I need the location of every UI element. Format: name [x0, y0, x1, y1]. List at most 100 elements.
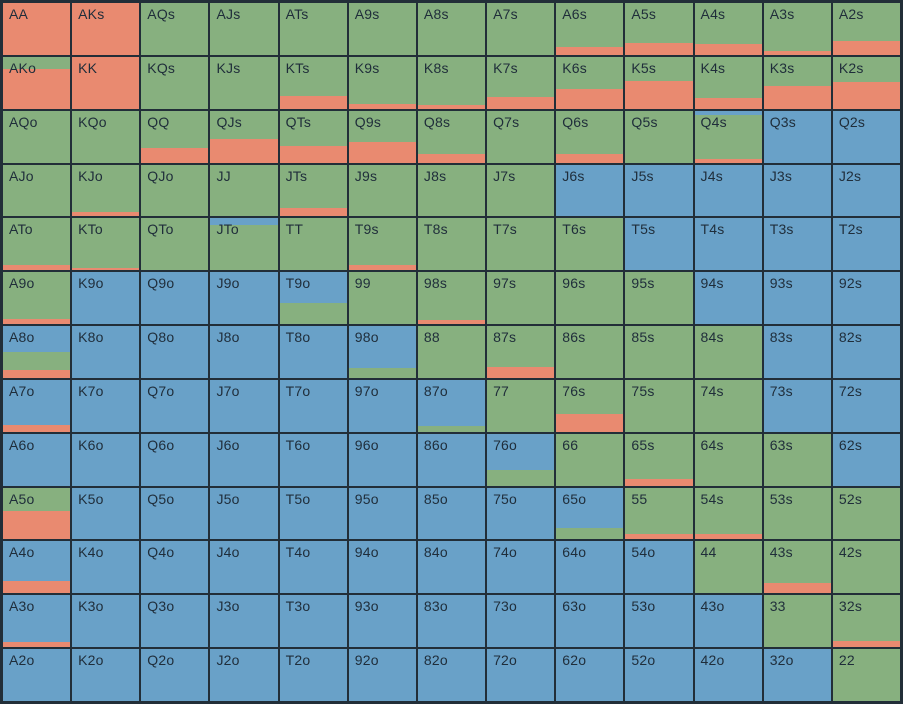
- hand-cell-95s[interactable]: 95s: [625, 272, 693, 325]
- hand-cell-86s[interactable]: 86s: [556, 326, 624, 378]
- hand-cell-Q3s[interactable]: Q3s: [763, 110, 831, 163]
- hand-cell-AKo[interactable]: AKo: [3, 56, 71, 109]
- hand-cell-J2s[interactable]: J2s: [832, 164, 900, 217]
- hand-cell-Q2s[interactable]: Q2s: [832, 110, 900, 163]
- hand-cell-QQ[interactable]: QQ: [141, 110, 209, 163]
- hand-cell-T6s[interactable]: T6s: [556, 218, 624, 271]
- hand-cell-QTo[interactable]: QTo: [141, 218, 209, 271]
- hand-cell-JTo[interactable]: JTo: [210, 218, 278, 271]
- hand-cell-AJo[interactable]: AJo: [3, 164, 71, 217]
- hand-cell-84o[interactable]: 84o: [417, 541, 486, 594]
- hand-cell-77[interactable]: 77: [487, 379, 555, 432]
- hand-cell-85s[interactable]: 85s: [625, 326, 693, 378]
- hand-cell-Q7o[interactable]: Q7o: [141, 379, 209, 432]
- hand-cell-AKs[interactable]: AKs: [72, 3, 140, 55]
- hand-cell-86o[interactable]: 86o: [417, 433, 486, 486]
- hand-cell-KJo[interactable]: KJo: [72, 164, 140, 217]
- hand-cell-94s[interactable]: 94s: [694, 272, 762, 325]
- hand-cell-A6o[interactable]: A6o: [3, 433, 71, 486]
- hand-cell-K9s[interactable]: K9s: [348, 56, 416, 109]
- hand-cell-Q5s[interactable]: Q5s: [625, 110, 693, 163]
- hand-cell-QTs[interactable]: QTs: [279, 110, 347, 163]
- hand-cell-87o[interactable]: 87o: [417, 379, 486, 432]
- hand-cell-73o[interactable]: 73o: [487, 595, 555, 648]
- hand-cell-74o[interactable]: 74o: [487, 541, 555, 594]
- hand-cell-98s[interactable]: 98s: [417, 272, 486, 325]
- hand-cell-T3s[interactable]: T3s: [763, 218, 831, 271]
- hand-cell-K9o[interactable]: K9o: [72, 272, 140, 325]
- hand-cell-92o[interactable]: 92o: [348, 649, 416, 701]
- hand-cell-Q8s[interactable]: Q8s: [417, 110, 486, 163]
- hand-cell-AQs[interactable]: AQs: [141, 3, 209, 55]
- hand-cell-Q4s[interactable]: Q4s: [694, 110, 762, 163]
- hand-cell-93s[interactable]: 93s: [763, 272, 831, 325]
- hand-cell-J9o[interactable]: J9o: [210, 272, 278, 325]
- hand-cell-A7s[interactable]: A7s: [487, 3, 555, 55]
- hand-cell-KTo[interactable]: KTo: [72, 218, 140, 271]
- hand-cell-J9s[interactable]: J9s: [348, 164, 416, 217]
- hand-cell-K8s[interactable]: K8s: [417, 56, 486, 109]
- hand-cell-J3s[interactable]: J3s: [763, 164, 831, 217]
- hand-cell-66[interactable]: 66: [556, 433, 624, 486]
- hand-cell-K8o[interactable]: K8o: [72, 326, 140, 378]
- hand-cell-82o[interactable]: 82o: [417, 649, 486, 701]
- hand-cell-T2s[interactable]: T2s: [832, 218, 900, 271]
- hand-cell-85o[interactable]: 85o: [417, 487, 486, 540]
- hand-cell-A8o[interactable]: A8o: [3, 326, 71, 378]
- hand-cell-A4s[interactable]: A4s: [694, 3, 762, 55]
- hand-cell-K6o[interactable]: K6o: [72, 433, 140, 486]
- hand-cell-T9s[interactable]: T9s: [348, 218, 416, 271]
- hand-cell-T7s[interactable]: T7s: [487, 218, 555, 271]
- hand-cell-J4s[interactable]: J4s: [694, 164, 762, 217]
- hand-cell-T2o[interactable]: T2o: [279, 649, 347, 701]
- hand-cell-KK[interactable]: KK: [72, 56, 140, 109]
- hand-cell-72o[interactable]: 72o: [487, 649, 555, 701]
- hand-cell-97o[interactable]: 97o: [348, 379, 416, 432]
- hand-cell-A9o[interactable]: A9o: [3, 272, 71, 325]
- hand-cell-97s[interactable]: 97s: [487, 272, 555, 325]
- hand-cell-ATs[interactable]: ATs: [279, 3, 347, 55]
- hand-cell-A2o[interactable]: A2o: [3, 649, 71, 701]
- hand-cell-A7o[interactable]: A7o: [3, 379, 71, 432]
- hand-cell-Q5o[interactable]: Q5o: [141, 487, 209, 540]
- hand-cell-83o[interactable]: 83o: [417, 595, 486, 648]
- hand-cell-J2o[interactable]: J2o: [210, 649, 278, 701]
- hand-cell-A2s[interactable]: A2s: [832, 3, 900, 55]
- hand-cell-K5s[interactable]: K5s: [625, 56, 693, 109]
- hand-cell-76o[interactable]: 76o: [487, 433, 555, 486]
- hand-cell-Q2o[interactable]: Q2o: [141, 649, 209, 701]
- hand-cell-T9o[interactable]: T9o: [279, 272, 347, 325]
- hand-cell-QJs[interactable]: QJs: [210, 110, 278, 163]
- hand-cell-K3s[interactable]: K3s: [763, 56, 831, 109]
- hand-cell-AA[interactable]: AA: [3, 3, 71, 55]
- hand-cell-J6o[interactable]: J6o: [210, 433, 278, 486]
- hand-cell-83s[interactable]: 83s: [763, 326, 831, 378]
- hand-cell-72s[interactable]: 72s: [832, 379, 900, 432]
- hand-cell-J4o[interactable]: J4o: [210, 541, 278, 594]
- hand-cell-T8o[interactable]: T8o: [279, 326, 347, 378]
- hand-cell-A5s[interactable]: A5s: [625, 3, 693, 55]
- hand-cell-A4o[interactable]: A4o: [3, 541, 71, 594]
- hand-cell-JTs[interactable]: JTs: [279, 164, 347, 217]
- hand-cell-Q7s[interactable]: Q7s: [487, 110, 555, 163]
- hand-cell-54s[interactable]: 54s: [694, 487, 762, 540]
- hand-cell-K4s[interactable]: K4s: [694, 56, 762, 109]
- hand-cell-65s[interactable]: 65s: [625, 433, 693, 486]
- hand-cell-98o[interactable]: 98o: [348, 326, 416, 378]
- hand-cell-K6s[interactable]: K6s: [556, 56, 624, 109]
- hand-cell-75o[interactable]: 75o: [487, 487, 555, 540]
- hand-cell-32s[interactable]: 32s: [832, 595, 900, 648]
- hand-cell-T3o[interactable]: T3o: [279, 595, 347, 648]
- hand-cell-76s[interactable]: 76s: [556, 379, 624, 432]
- hand-cell-KQs[interactable]: KQs: [141, 56, 209, 109]
- hand-cell-A3s[interactable]: A3s: [763, 3, 831, 55]
- hand-cell-64o[interactable]: 64o: [556, 541, 624, 594]
- hand-cell-K3o[interactable]: K3o: [72, 595, 140, 648]
- hand-cell-J8s[interactable]: J8s: [417, 164, 486, 217]
- hand-cell-KTs[interactable]: KTs: [279, 56, 347, 109]
- hand-cell-53o[interactable]: 53o: [625, 595, 693, 648]
- hand-cell-A6s[interactable]: A6s: [556, 3, 624, 55]
- hand-cell-74s[interactable]: 74s: [694, 379, 762, 432]
- hand-cell-T4o[interactable]: T4o: [279, 541, 347, 594]
- hand-cell-T6o[interactable]: T6o: [279, 433, 347, 486]
